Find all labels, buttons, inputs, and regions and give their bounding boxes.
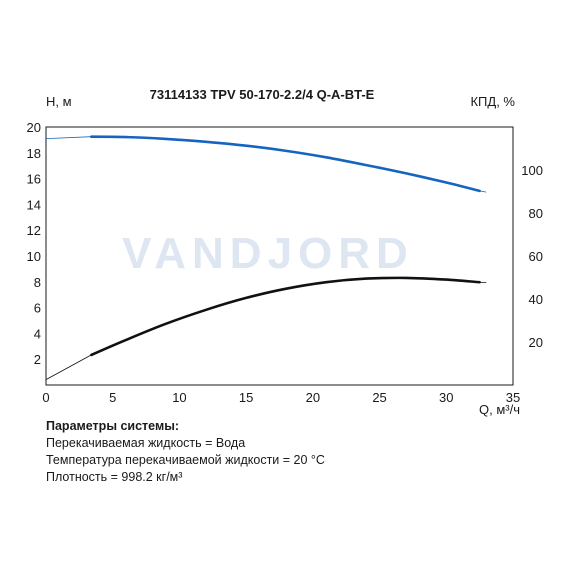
params-heading: Параметры системы:	[46, 419, 180, 433]
x-tick-label: 15	[239, 390, 253, 405]
y-right-tick-label: 40	[529, 292, 543, 307]
x-tick-label: 20	[306, 390, 320, 405]
y-right-tick-label: 80	[529, 206, 543, 221]
y-left-tick-label: 8	[34, 275, 41, 290]
x-tick-label: 0	[42, 390, 49, 405]
y-left-tick-label: 14	[27, 197, 41, 212]
y-right-tick-label: 20	[529, 335, 543, 350]
y-axis-right-ticks: 20 40 60 80 100	[521, 163, 543, 350]
watermark-logo: VANDJORD	[122, 229, 414, 278]
head-curve	[90, 135, 481, 193]
x-tick-label: 25	[372, 390, 386, 405]
x-tick-label: 5	[109, 390, 116, 405]
y-left-tick-label: 6	[34, 301, 41, 316]
chart-title: 73114133 TPV 50-170-2.2/4 Q-A-BT-E	[150, 87, 375, 102]
y-right-tick-label: 60	[529, 249, 543, 264]
y-left-tick-label: 20	[27, 120, 41, 135]
y-left-tick-label: 4	[34, 326, 41, 341]
y-left-tick-label: 16	[27, 172, 41, 187]
y-left-tick-label: 10	[27, 249, 41, 264]
y-right-tick-label: 100	[521, 163, 543, 178]
param-density: Плотность = 998.2 кг/м³	[46, 470, 183, 484]
x-tick-label: 30	[439, 390, 453, 405]
y-axis-left-label: H, м	[46, 94, 72, 109]
x-axis-label: Q, м³/ч	[479, 402, 520, 417]
param-fluid: Перекачиваемая жидкость = Вода	[46, 436, 246, 450]
param-temperature: Температура перекачиваемой жидкости = 20…	[46, 453, 325, 467]
curve-head-extension-start	[45, 136, 92, 140]
x-tick-label: 35	[506, 390, 520, 405]
x-tick-label: 10	[172, 390, 186, 405]
x-axis-ticks: 0 5 10 15 20 25 30 35	[42, 390, 520, 405]
y-left-tick-label: 18	[27, 146, 41, 161]
system-parameters: Параметры системы: Перекачиваемая жидкос…	[46, 418, 325, 486]
pump-curve-chart: VANDJORD 73114133 TPV 50-170-2.2/4 Q-A-B…	[27, 87, 543, 417]
efficiency-curve	[90, 276, 481, 357]
curves	[45, 135, 487, 380]
y-axis-right-label: КПД, %	[470, 94, 515, 109]
curve-efficiency-extension-start	[45, 354, 92, 380]
y-axis-left-ticks: 2 4 6 8 10 12 14 16 18 20	[27, 120, 41, 367]
y-left-tick-label: 12	[27, 223, 41, 238]
y-left-tick-label: 2	[34, 352, 41, 367]
plot-frame	[45, 126, 514, 386]
